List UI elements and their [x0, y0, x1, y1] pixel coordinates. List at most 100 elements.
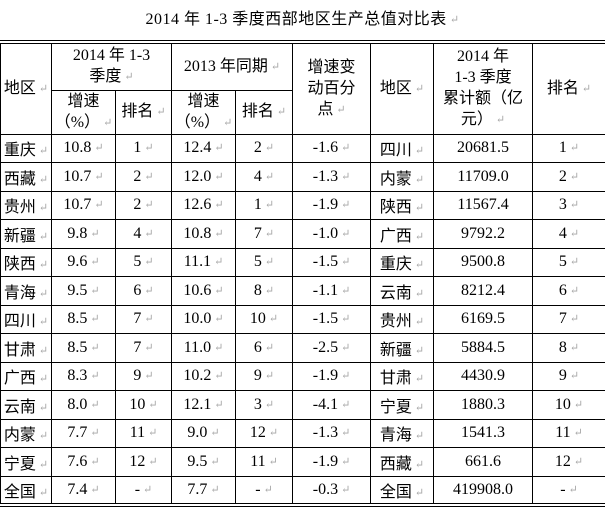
cell-region: 新疆 ↵: [0, 219, 52, 249]
paragraph-mark-icon: ↵: [414, 373, 425, 386]
paragraph-mark-icon: ↵: [264, 199, 275, 212]
paragraph-mark-icon: ↵: [144, 313, 154, 326]
cell-rank-right: 8 ↵: [532, 333, 605, 363]
cell-rank-right: 12 ↵: [532, 447, 605, 477]
paragraph-mark-icon: ↵: [94, 170, 104, 183]
paragraph-mark-icon: ↵: [264, 398, 275, 411]
paragraph-mark-icon: ↵: [90, 284, 100, 297]
paragraph-mark-icon: ↵: [38, 430, 49, 443]
cell-amount: 419908.0: [433, 475, 534, 505]
cell-rank-2013: 4 ↵: [234, 162, 294, 192]
header-period-2013: 2013 年同期 ↵: [170, 41, 294, 91]
cell-region: 陕西 ↵: [0, 247, 52, 277]
cell-rank-right: 10 ↵: [532, 390, 605, 420]
header-amount-2014: 2014 年 1-3 季度 累计额（亿 元） ↵: [433, 41, 534, 135]
paragraph-mark-icon: ↵: [414, 287, 425, 300]
header-rank-2014: 排名 ↵: [115, 89, 172, 135]
paragraph-mark-icon: ↵: [38, 82, 49, 95]
paragraph-mark-icon: ↵: [495, 114, 506, 127]
page-title: 2014 年 1-3 季度西部地区生产总值对比表 ↵: [145, 11, 460, 28]
cell-change-pp: -2.5 ↵: [292, 333, 372, 363]
paragraph-mark-icon: ↵: [214, 142, 224, 155]
paragraph-mark-icon: ↵: [264, 341, 275, 354]
paragraph-mark-icon: ↵: [341, 398, 351, 411]
paragraph-mark-icon: ↵: [148, 455, 158, 468]
paragraph-mark-icon: ↵: [210, 455, 220, 468]
paragraph-mark-icon: ↵: [94, 142, 104, 155]
cell-rank-2013: - ↵: [234, 475, 294, 505]
cell-growth-2014: 9.8 ↵: [51, 219, 116, 249]
table-row: 宁夏 ↵ 7.6 ↵ 12 ↵ 9.5 ↵ 11 ↵ -1.9 ↵ 西藏 ↵ 661.6 12…: [0, 447, 605, 477]
paragraph-mark-icon: ↵: [569, 313, 580, 326]
cell-rank-right: - ↵: [532, 475, 605, 505]
cell-region: 云南 ↵: [0, 390, 52, 420]
paragraph-mark-icon: ↵: [38, 316, 49, 329]
paragraph-mark-icon: ↵: [143, 483, 153, 496]
paragraph-mark-icon: ↵: [414, 430, 425, 443]
cell-rank-right: 3 ↵: [532, 190, 605, 220]
cell-growth-2013: 7.7 ↵: [171, 475, 236, 505]
paragraph-mark-icon: ↵: [214, 341, 224, 354]
cell-rank-right: 4 ↵: [532, 219, 605, 249]
cell-growth-2013: 9.0 ↵: [171, 418, 236, 448]
cell-amount: 1541.3: [433, 418, 534, 448]
cell-region: 青海 ↵: [0, 276, 52, 306]
cell-amount: 9500.8: [433, 247, 534, 277]
cell-rank-right: 6 ↵: [532, 276, 605, 306]
cell-rank-right: 9 ↵: [532, 361, 605, 391]
cell-amount: 11709.0: [433, 162, 534, 192]
cell-amount: 1880.3: [433, 390, 534, 420]
paragraph-mark-icon: ↵: [341, 483, 351, 496]
cell-growth-2013: 10.6 ↵: [171, 276, 236, 306]
paragraph-mark-icon: ↵: [414, 259, 425, 272]
cell-amount: 8212.4: [433, 276, 534, 306]
cell-growth-2013: 10.0 ↵: [171, 304, 236, 334]
cell-region: 贵州 ↵: [0, 190, 52, 220]
paragraph-mark-icon: ↵: [569, 284, 580, 297]
header-period-2014: 2014 年 1-3 季度 ↵: [51, 41, 172, 91]
cell-region-right: 四川 ↵: [370, 133, 435, 163]
paragraph-mark-icon: ↵: [341, 227, 351, 240]
paragraph-mark-icon: ↵: [144, 142, 154, 155]
cell-growth-2014: 10.7 ↵: [51, 162, 116, 192]
paragraph-mark-icon: ↵: [214, 313, 224, 326]
cell-rank-2014: 5 ↵: [115, 247, 172, 277]
paragraph-mark-icon: ↵: [573, 455, 584, 468]
cell-region: 全国 ↵: [0, 475, 52, 505]
paragraph-mark-icon: ↵: [569, 256, 580, 269]
paragraph-mark-icon: ↵: [569, 142, 580, 155]
paragraph-mark-icon: ↵: [210, 483, 220, 496]
cell-amount: 6169.5: [433, 304, 534, 334]
paragraph-mark-icon: ↵: [90, 227, 100, 240]
paragraph-mark-icon: ↵: [276, 106, 287, 118]
table-row: 甘肃 ↵ 8.5 ↵ 7 ↵ 11.0 ↵ 6 ↵ -2.5 ↵ 新疆 ↵ 5884.5 8 ↵: [0, 333, 605, 363]
table-row: 贵州 ↵ 10.7 ↵ 2 ↵ 12.6 ↵ 1 ↵ -1.9 ↵ 陕西 ↵ 11567.4 …: [0, 190, 605, 220]
cell-region: 广西 ↵: [0, 361, 52, 391]
cell-region: 宁夏 ↵: [0, 447, 52, 477]
paragraph-mark-icon: ↵: [90, 398, 100, 411]
paragraph-mark-icon: ↵: [569, 199, 580, 212]
cell-rank-2014: 9 ↵: [115, 361, 172, 391]
paragraph-mark-icon: ↵: [414, 316, 425, 329]
cell-growth-2013: 10.2 ↵: [171, 361, 236, 391]
paragraph-mark-icon: ↵: [90, 483, 100, 496]
cell-growth-2013: 11.1 ↵: [171, 247, 236, 277]
cell-growth-2014: 7.7 ↵: [51, 418, 116, 448]
cell-rank-2013: 8 ↵: [234, 276, 294, 306]
cell-growth-2013: 12.0 ↵: [171, 162, 236, 192]
paragraph-mark-icon: ↵: [90, 341, 100, 354]
cell-region: 重庆 ↵: [0, 133, 52, 163]
paragraph-mark-icon: ↵: [214, 284, 224, 297]
paragraph-mark-icon: ↵: [144, 199, 154, 212]
header-change-pp: 增速变 动百分 点 ↵: [292, 41, 372, 135]
paragraph-mark-icon: ↵: [414, 458, 425, 471]
cell-amount: 20681.5: [433, 133, 534, 163]
cell-rank-2013: 10 ↵: [234, 304, 294, 334]
cell-rank-2013: 6 ↵: [234, 333, 294, 363]
paragraph-mark-icon: ↵: [38, 373, 49, 386]
paragraph-mark-icon: ↵: [414, 486, 425, 499]
paragraph-mark-icon: ↵: [341, 199, 351, 212]
cell-region-right: 云南 ↵: [370, 276, 435, 306]
paragraph-mark-icon: ↵: [573, 427, 583, 440]
